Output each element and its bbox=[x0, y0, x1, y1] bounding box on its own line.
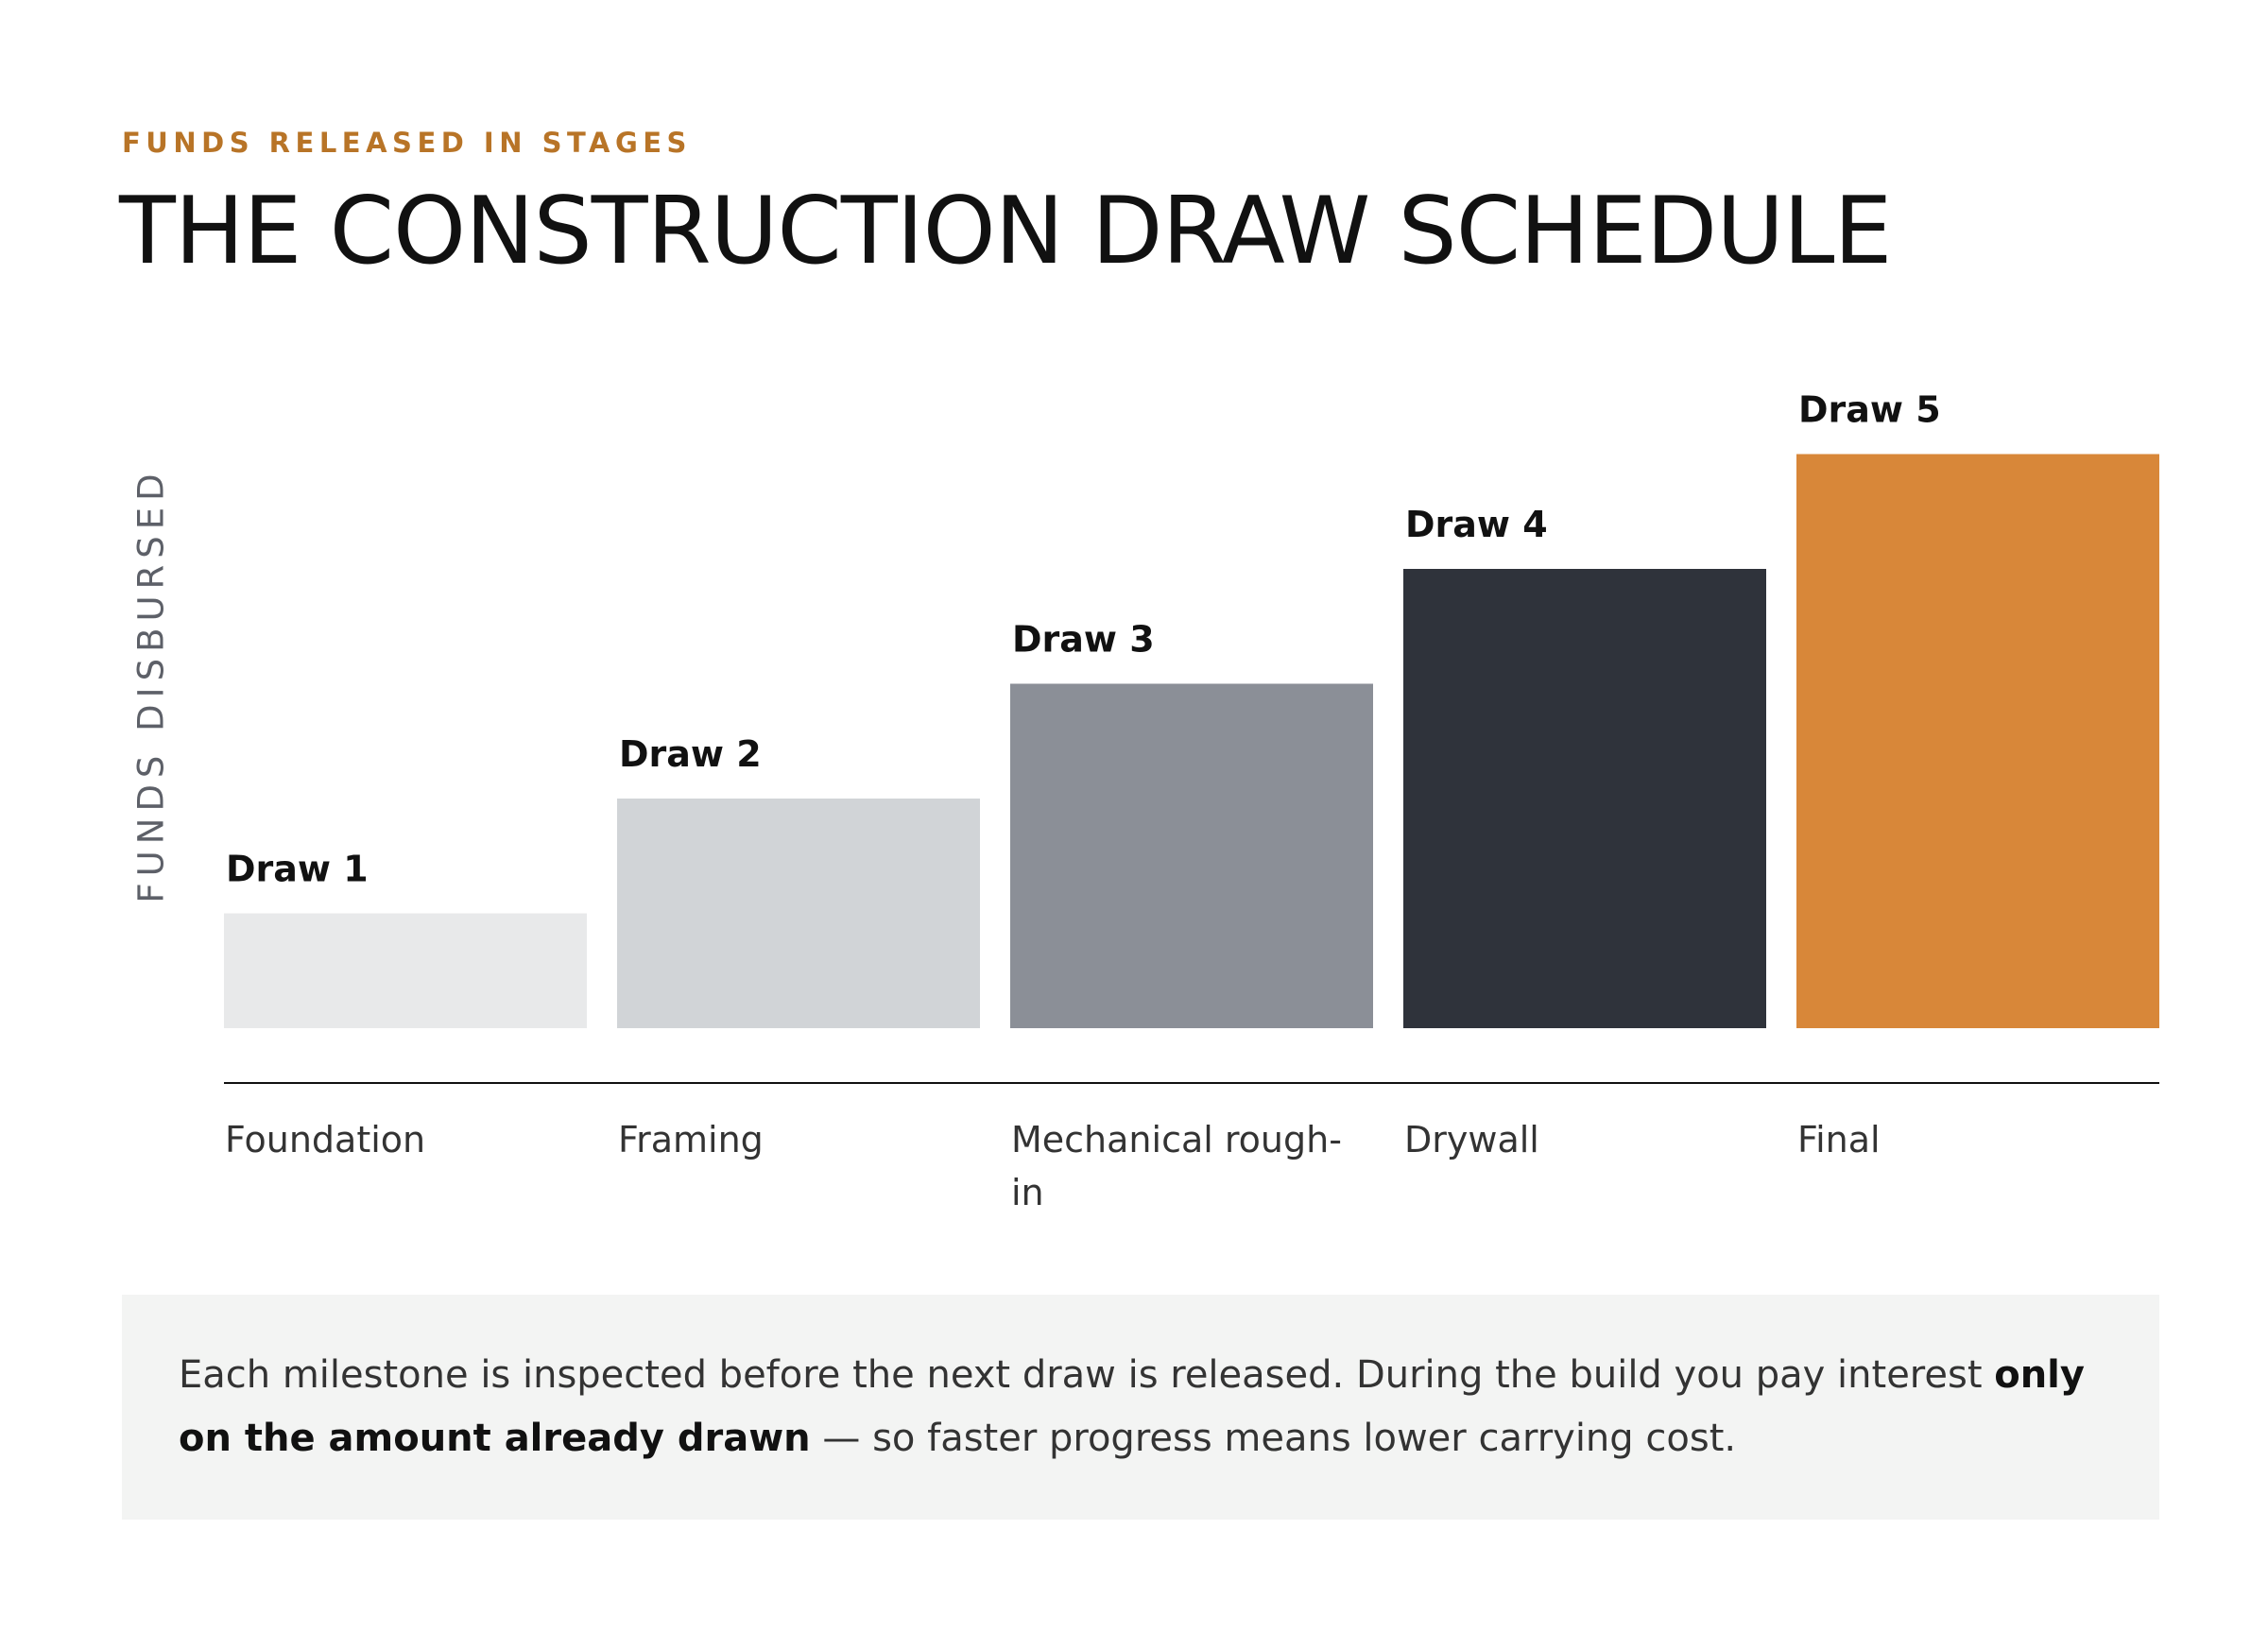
x-tick-label-5: Final bbox=[1797, 1119, 1881, 1160]
info-callout: Each milestone is inspected before the n… bbox=[122, 1295, 2159, 1520]
info-text-emphasis: only on the amount already drawn bbox=[179, 1353, 2085, 1460]
bar-label-4: Draw 4 bbox=[1405, 504, 1548, 545]
page-title: THE CONSTRUCTION DRAW SCHEDULE bbox=[119, 178, 1892, 285]
bar-label-5: Draw 5 bbox=[1798, 389, 1941, 431]
info-text-tail: — so faster progress means lower carryin… bbox=[810, 1417, 1737, 1460]
info-text-lead: Each milestone is inspected before the n… bbox=[179, 1353, 1995, 1397]
bar-4 bbox=[1403, 569, 1766, 1028]
info-callout-text: Each milestone is inspected before the n… bbox=[179, 1344, 2116, 1470]
eyebrow-label: FUNDS RELEASED IN STAGES bbox=[122, 127, 692, 159]
bar-label-2: Draw 2 bbox=[619, 733, 762, 775]
bar-label-1: Draw 1 bbox=[226, 849, 369, 890]
bar-5 bbox=[1796, 454, 2159, 1028]
bar-label-3: Draw 3 bbox=[1012, 619, 1155, 661]
x-tick-label-3: Mechanical rough-in bbox=[1011, 1119, 1342, 1213]
bar-2 bbox=[617, 799, 980, 1028]
bar-1 bbox=[224, 913, 587, 1028]
x-tick-label-1: Foundation bbox=[225, 1119, 426, 1160]
x-tick-label-4: Drywall bbox=[1404, 1119, 1539, 1160]
bar-3 bbox=[1010, 683, 1373, 1028]
x-tick-label-2: Framing bbox=[618, 1119, 764, 1160]
